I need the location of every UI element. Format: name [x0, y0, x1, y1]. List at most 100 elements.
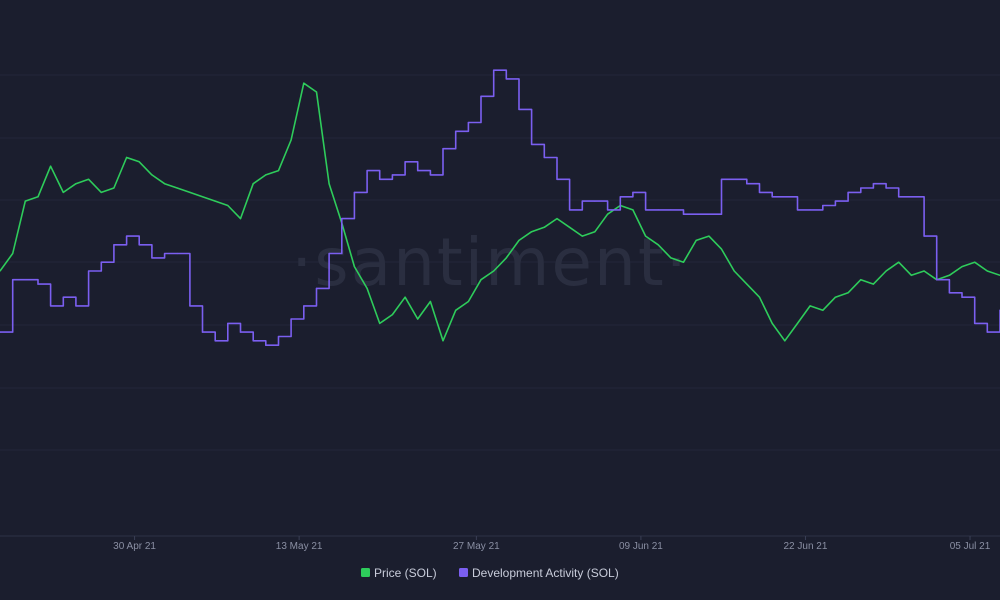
price-point	[176, 187, 178, 189]
dev-activity-point	[88, 270, 90, 272]
dev-activity-point	[12, 279, 14, 281]
price-point	[657, 244, 659, 246]
dev-activity-point	[771, 196, 773, 198]
dev-activity-point	[746, 183, 748, 185]
dev-activity-point	[214, 340, 216, 342]
dev-activity-point	[923, 235, 925, 237]
price-point	[151, 174, 153, 176]
price-point	[252, 183, 254, 185]
x-tick-label: 22 Jun 21	[783, 541, 827, 552]
dev-activity-point	[138, 244, 140, 246]
dev-activity-point	[543, 156, 545, 159]
price-point	[594, 231, 596, 233]
dev-activity-point	[391, 174, 393, 176]
dev-activity-point	[758, 191, 761, 193]
dev-activity-point	[277, 335, 280, 338]
legend-item-development-activity[interactable]: Development Activity (SOL)	[459, 566, 619, 580]
price-point	[277, 170, 280, 172]
dev-activity-point	[467, 121, 469, 124]
price-point	[100, 191, 102, 193]
price-point	[50, 165, 52, 167]
price-point	[214, 200, 216, 202]
price-point	[682, 261, 685, 263]
dev-activity-point	[936, 279, 938, 281]
price-point	[834, 296, 837, 298]
dev-activity-point	[531, 143, 533, 145]
dev-activity-point	[885, 187, 887, 189]
price-point	[353, 266, 355, 268]
price-point	[746, 283, 748, 285]
dev-activity-point	[328, 252, 330, 255]
dev-activity-point	[37, 283, 39, 285]
dev-activity-point	[733, 178, 735, 180]
price-point	[898, 261, 900, 263]
legend-label: Price (SOL)	[374, 566, 437, 580]
dev-activity-point	[113, 244, 115, 246]
dev-activity-point	[189, 305, 191, 307]
series-line-development-activity[interactable]	[0, 69, 1000, 346]
dev-activity-point	[695, 213, 697, 215]
dev-activity-point	[493, 69, 495, 71]
price-point	[531, 231, 533, 233]
dev-activity-point	[404, 161, 406, 163]
legend[interactable]: Price (SOL) Development Activity (SOL)	[361, 566, 619, 580]
dev-activity-point	[417, 170, 419, 172]
price-point	[113, 187, 115, 189]
dev-activity-point	[379, 178, 381, 180]
series-line-price[interactable]	[0, 82, 1000, 342]
dev-activity-point	[353, 191, 355, 193]
price-point	[670, 257, 672, 259]
price-point	[227, 204, 229, 207]
price-point	[860, 279, 862, 281]
dev-activity-point	[176, 252, 178, 255]
dev-activity-point	[75, 305, 77, 307]
price-point	[948, 274, 951, 276]
price-point	[493, 270, 495, 272]
dev-activity-point	[505, 78, 507, 80]
dev-activity-point	[986, 331, 988, 333]
x-tick-label: 13 May 21	[276, 541, 323, 552]
dev-activity-point	[0, 331, 1, 333]
price-point	[455, 309, 457, 311]
dev-activity-point	[100, 261, 102, 263]
dev-activity-point	[847, 191, 849, 193]
price-point	[404, 296, 406, 298]
dev-activity-point	[682, 213, 685, 215]
x-tick-label: 27 May 21	[453, 541, 500, 552]
price-point	[708, 235, 710, 237]
price-point	[429, 300, 431, 303]
price-point	[201, 196, 204, 198]
price-point	[290, 139, 292, 141]
legend-item-price[interactable]: Price (SOL)	[361, 566, 437, 580]
series-layer	[0, 69, 1000, 346]
price-point	[607, 213, 609, 215]
dev-activity-point	[632, 191, 634, 193]
dev-activity-point	[62, 296, 64, 298]
price-point	[138, 161, 140, 163]
dev-activity-point	[126, 235, 128, 237]
price-point	[581, 235, 583, 237]
price-point	[328, 183, 330, 185]
dev-activity-point	[556, 178, 558, 180]
dev-activity-point	[860, 187, 862, 189]
price-point	[480, 279, 482, 281]
price-point	[733, 270, 735, 272]
dev-activity-point	[708, 213, 710, 215]
price-point	[632, 209, 634, 211]
price-point	[24, 200, 26, 202]
dev-activity-point	[796, 209, 799, 211]
price-point	[872, 283, 875, 285]
dev-activity-point	[581, 200, 583, 202]
dev-activity-point	[341, 218, 343, 220]
price-point	[986, 270, 988, 272]
price-point	[126, 156, 128, 159]
price-point	[910, 274, 913, 276]
dev-activity-point	[164, 252, 166, 255]
price-point	[0, 270, 1, 272]
dev-activity-point	[455, 130, 457, 132]
price-point	[417, 318, 419, 320]
dev-activity-point	[201, 331, 204, 333]
dev-activity-point	[910, 196, 913, 198]
